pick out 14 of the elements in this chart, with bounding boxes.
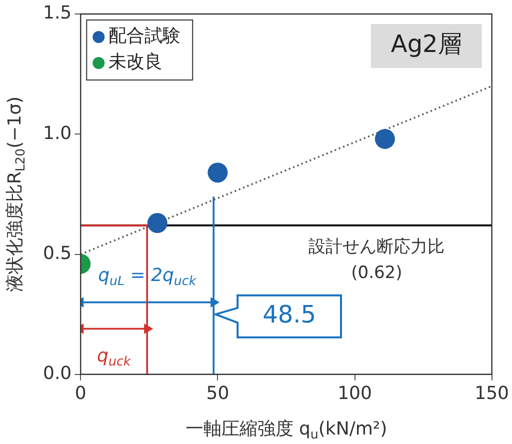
- x-tick-label: 0: [74, 382, 86, 404]
- legend-label: 配合試験: [108, 26, 181, 47]
- y-axis-title: 液状化強度比RL20(−1σ): [4, 96, 28, 292]
- ref-line-label: 設計せん断応力比 (0.62): [308, 236, 445, 283]
- legend-label: 未改良: [108, 52, 163, 73]
- y-tick-label: 1.5: [42, 2, 72, 24]
- y-tick-label: 0.5: [42, 242, 72, 264]
- x-tick-label: 100: [338, 382, 372, 404]
- annotation: 48.5: [262, 300, 316, 329]
- x-tick-label: 50: [206, 382, 230, 404]
- y-tick-label: 0.0: [42, 363, 72, 384]
- y-tick-label: 1.0: [42, 122, 72, 144]
- x-tick-label: 150: [474, 382, 509, 404]
- annotation: Ag2層: [390, 30, 462, 58]
